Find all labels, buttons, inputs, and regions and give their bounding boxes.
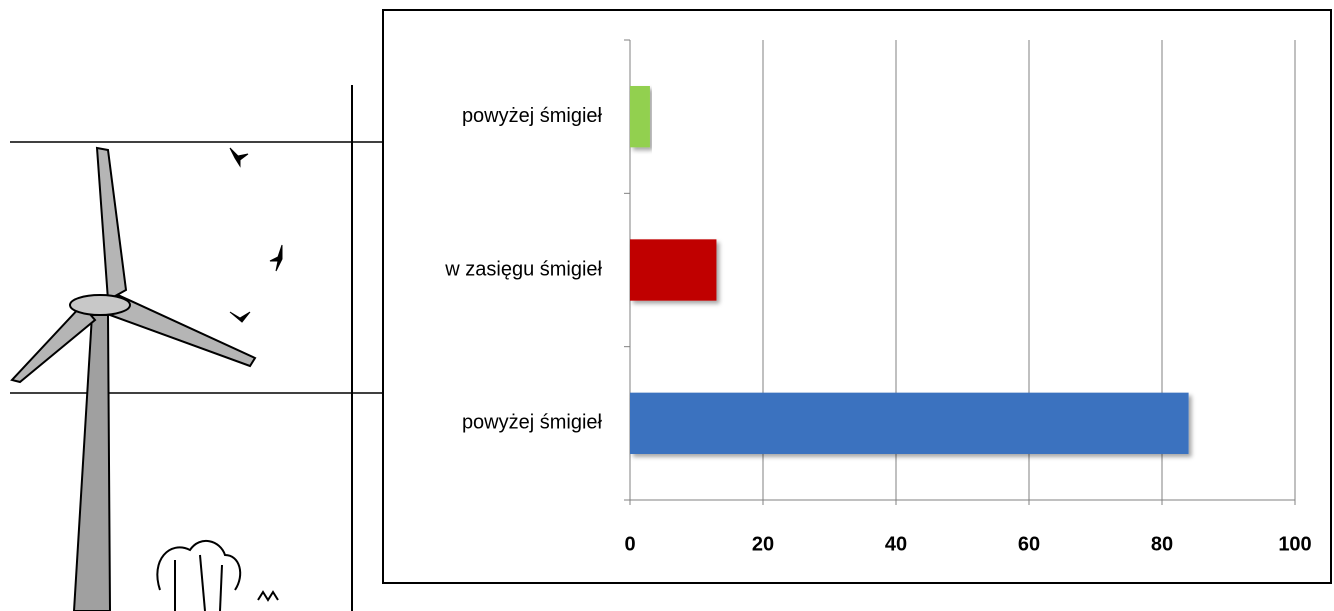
x-tick-label: 60 xyxy=(1018,533,1040,555)
x-tick-label: 100 xyxy=(1278,533,1311,555)
x-tick-label: 0 xyxy=(624,533,635,555)
y-tick-label: powyżej śmigieł xyxy=(462,412,603,434)
x-tick-label: 40 xyxy=(885,533,907,555)
x-tick-label: 80 xyxy=(1151,533,1173,555)
illustration xyxy=(10,85,383,611)
x-tick-label: 20 xyxy=(752,533,774,555)
bar xyxy=(630,86,650,148)
y-tick-label: powyżej śmigieł xyxy=(462,105,603,127)
bar xyxy=(630,239,717,301)
chart-frame xyxy=(382,9,1332,584)
y-tick-label: w zasięgu śmigieł xyxy=(444,258,602,280)
plot: 0 20 40 60 80 100 powyżej śmigieł w zasięgu śmi… xyxy=(444,39,1312,555)
bar xyxy=(630,392,1189,454)
